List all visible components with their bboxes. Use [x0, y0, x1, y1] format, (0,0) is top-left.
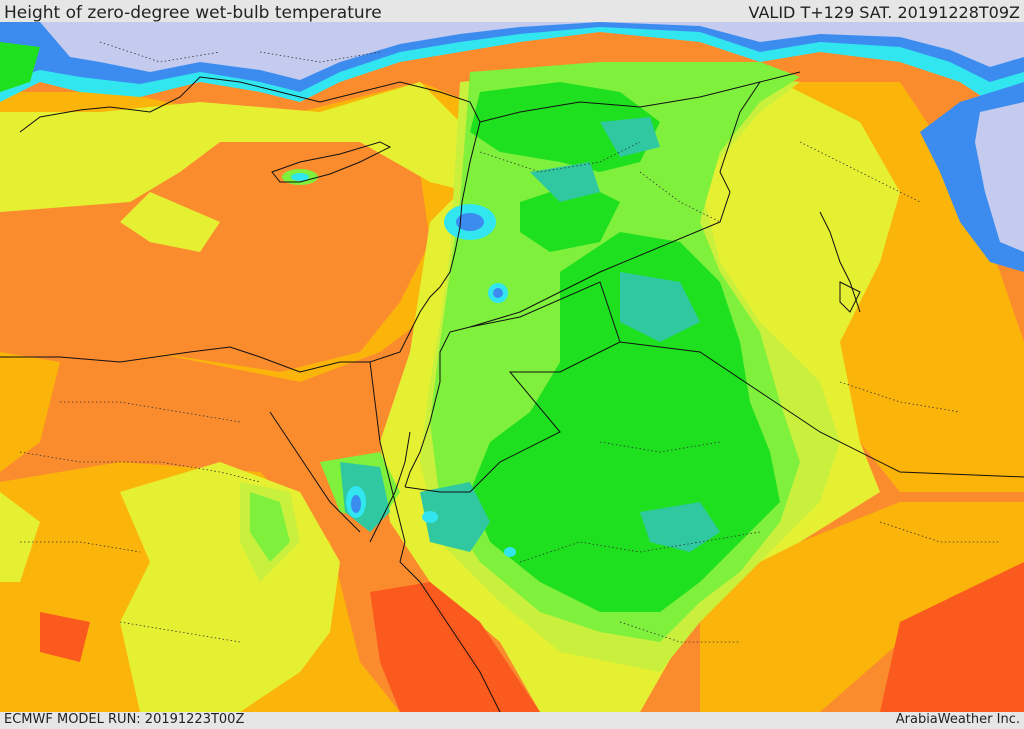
- map-footer: ECMWF MODEL RUN: 20191223T00Z ArabiaWeat…: [0, 712, 1024, 729]
- model-run: ECMWF MODEL RUN: 20191223T00Z: [4, 712, 245, 727]
- borders: [404, 71, 1024, 493]
- map-header: Height of zero-degree wet-bulb temperatu…: [0, 0, 1024, 23]
- coastlines: [0, 76, 861, 712]
- internal-boundaries: [19, 41, 1000, 643]
- orange-sea-zone: [0, 132, 430, 372]
- cyan-spots: [282, 169, 516, 557]
- red-orange-zones: [40, 562, 1024, 712]
- valid-time: VALID T+129 SAT. 20191228T09Z: [748, 3, 1020, 22]
- credit-text: ArabiaWeather Inc.: [895, 712, 1020, 727]
- weather-map[interactable]: [0, 22, 1024, 712]
- map-title: Height of zero-degree wet-bulb temperatu…: [4, 3, 382, 23]
- north-cold-band: [0, 22, 1024, 272]
- map-canvas: [0, 22, 1024, 712]
- teal-zones: [340, 117, 720, 552]
